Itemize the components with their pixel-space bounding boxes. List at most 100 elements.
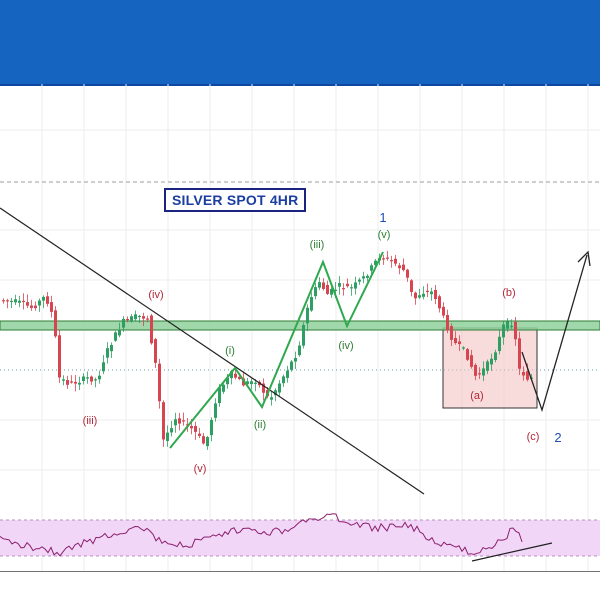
candle-body <box>178 418 181 424</box>
candle-body <box>182 420 185 422</box>
candle-body <box>2 300 5 302</box>
candle-body <box>174 419 177 426</box>
candle-body <box>518 338 521 369</box>
candle-body <box>506 321 509 329</box>
rsi-band <box>0 520 600 556</box>
candle-body <box>274 390 277 396</box>
candle-body <box>450 326 453 340</box>
label-iv-left: (iv) <box>148 289 163 301</box>
header-banner <box>0 0 600 86</box>
candle-body <box>126 318 129 321</box>
candle-body <box>250 381 253 385</box>
candle-body <box>18 300 21 303</box>
candle-body <box>194 425 197 432</box>
candle-body <box>54 310 57 337</box>
candle-body <box>522 372 525 376</box>
candle-body <box>382 258 385 260</box>
candle-body <box>334 289 337 291</box>
candle-body <box>6 300 9 302</box>
candle-body <box>46 296 49 304</box>
candle-body <box>342 288 345 290</box>
support-zone <box>0 320 600 331</box>
candle-body <box>226 377 229 385</box>
candle-body <box>122 318 125 328</box>
candle-body <box>310 297 313 311</box>
candle-body <box>462 347 465 349</box>
candle-body <box>326 285 329 294</box>
label-i: (i) <box>225 345 235 357</box>
candle-body <box>50 302 53 312</box>
candle-body <box>458 341 461 345</box>
candle-body <box>390 260 393 262</box>
candle-body <box>206 437 209 447</box>
candle-body <box>438 296 441 309</box>
candle-body <box>358 279 361 282</box>
candle-body <box>466 349 469 360</box>
candle-body <box>422 293 425 297</box>
candle-body <box>106 348 109 358</box>
candle-body <box>418 295 421 298</box>
candle-body <box>478 373 481 375</box>
candle-body <box>414 292 417 299</box>
candle-body <box>362 276 365 279</box>
correction-box <box>442 327 538 409</box>
candle-body <box>294 357 297 362</box>
candle-body <box>526 371 529 380</box>
candle-body <box>230 371 233 379</box>
candle-body <box>34 305 37 309</box>
candle-body <box>406 269 409 278</box>
label-iii: (iii) <box>310 239 325 251</box>
candle-body <box>66 380 69 385</box>
rsi-series <box>0 513 523 557</box>
candle-body <box>38 300 41 306</box>
candle-body <box>330 288 333 295</box>
candle-body <box>22 300 25 303</box>
candle-body <box>210 419 213 436</box>
candle-body <box>498 336 501 352</box>
candle-body <box>482 368 485 376</box>
candle-body <box>366 275 369 278</box>
candle-body <box>94 379 97 381</box>
candle-body <box>398 265 401 269</box>
candle-body <box>10 300 13 303</box>
candle-body <box>58 335 61 378</box>
candle-body <box>410 280 413 292</box>
candle-body <box>350 287 353 289</box>
price-chart: (iv) (iii) (v) (i) (ii) (iii) (iv) (v) 1… <box>0 84 600 573</box>
downtrend-line <box>0 207 425 495</box>
candle-body <box>486 361 489 371</box>
candle-body <box>402 264 405 271</box>
candle-body <box>270 397 273 400</box>
candle-body <box>26 302 29 306</box>
candle-body <box>490 358 493 365</box>
candle-body <box>170 428 173 433</box>
candle-body <box>278 383 281 393</box>
candle-body <box>354 282 357 289</box>
candle-body <box>154 339 157 363</box>
candle-body <box>218 387 221 403</box>
candle-body <box>234 373 237 378</box>
candle-body <box>430 291 433 295</box>
candle-body <box>282 376 285 384</box>
candle-body <box>142 316 145 319</box>
candle-body <box>346 283 349 287</box>
candle-body <box>246 381 249 385</box>
label-v-low: (v) <box>194 463 207 475</box>
candle-body <box>90 376 93 382</box>
candle-body <box>254 382 257 384</box>
candle-body <box>134 314 137 320</box>
candle-body <box>386 257 389 259</box>
candle-body <box>454 338 457 344</box>
candles <box>2 251 533 450</box>
label-v: (v) <box>378 229 391 241</box>
candle-body <box>74 381 77 384</box>
candle-body <box>514 321 517 340</box>
candle-body <box>166 432 169 441</box>
candle-body <box>186 424 189 426</box>
candle-body <box>158 363 161 402</box>
green-wave-path <box>169 251 384 449</box>
candle-body <box>222 384 225 392</box>
label-iv: (iv) <box>338 340 353 352</box>
candle-body <box>318 282 321 288</box>
bottom-bar <box>0 572 600 600</box>
